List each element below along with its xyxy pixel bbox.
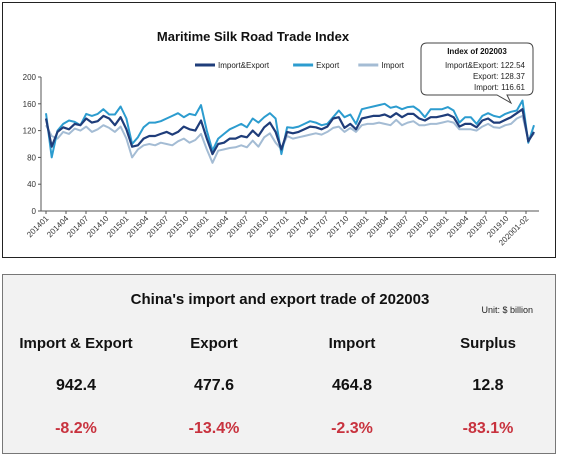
column-header-surplus: Surplus (460, 335, 516, 352)
legend-label: Import&Export (218, 61, 270, 70)
chart-axes: 0408012016020020140120140420140720141020… (23, 73, 539, 247)
callout-title: Index of 202003 (447, 47, 507, 56)
value-surplus: 12.8 (472, 377, 504, 394)
trade-summary-panel: China's import and export trade of 20200… (2, 274, 556, 454)
y-tick-label: 40 (27, 180, 36, 189)
series-line-import (45, 114, 535, 164)
y-tick-label: 160 (23, 100, 37, 109)
change-import: -2.3% (331, 420, 373, 437)
summary-unit: Unit: $ billion (481, 305, 533, 315)
y-tick-label: 120 (23, 127, 37, 136)
series-layer (44, 99, 535, 164)
callout-line: Import&Export: 122.54 (445, 61, 526, 70)
value-export: 477.6 (193, 377, 235, 394)
change-export: -13.4% (188, 420, 240, 437)
column-header-export: Export (190, 335, 238, 352)
y-tick-label: 200 (23, 73, 37, 82)
trade-index-chart: Maritime Silk Road Trade Index Import&Ex… (23, 29, 539, 247)
change-surplus: -83.1% (462, 420, 514, 437)
legend-item: Import&Export (195, 61, 270, 70)
legend-item: Import (358, 61, 405, 70)
column-header-import-export: Import & Export (19, 335, 133, 352)
value-import: 464.8 (331, 377, 373, 394)
callout-line: Export: 128.37 (473, 72, 526, 81)
chart-title: Maritime Silk Road Trade Index (157, 29, 350, 44)
chart-legend: Import&Export Export Import (195, 61, 405, 70)
callout-line: Import: 116.61 (474, 83, 526, 92)
legend-item: Export (293, 61, 340, 70)
legend-label: Import (381, 61, 404, 70)
series-line-import-export (44, 108, 535, 156)
summary-title: China's import and export trade of 20200… (130, 291, 430, 308)
column-header-import: Import (328, 335, 376, 352)
change-import-export: -8.2% (55, 420, 97, 437)
y-tick-label: 80 (27, 153, 36, 162)
legend-label: Export (316, 61, 340, 70)
index-callout: Index of 202003 Import&Export: 122.54 Expo… (420, 42, 534, 105)
value-import-export: 942.4 (55, 377, 97, 394)
callout-box (420, 42, 534, 105)
chart-panel: Maritime Silk Road Trade Index Import&Ex… (2, 2, 556, 258)
series-line-export (45, 99, 535, 159)
y-tick-label: 0 (32, 207, 37, 216)
